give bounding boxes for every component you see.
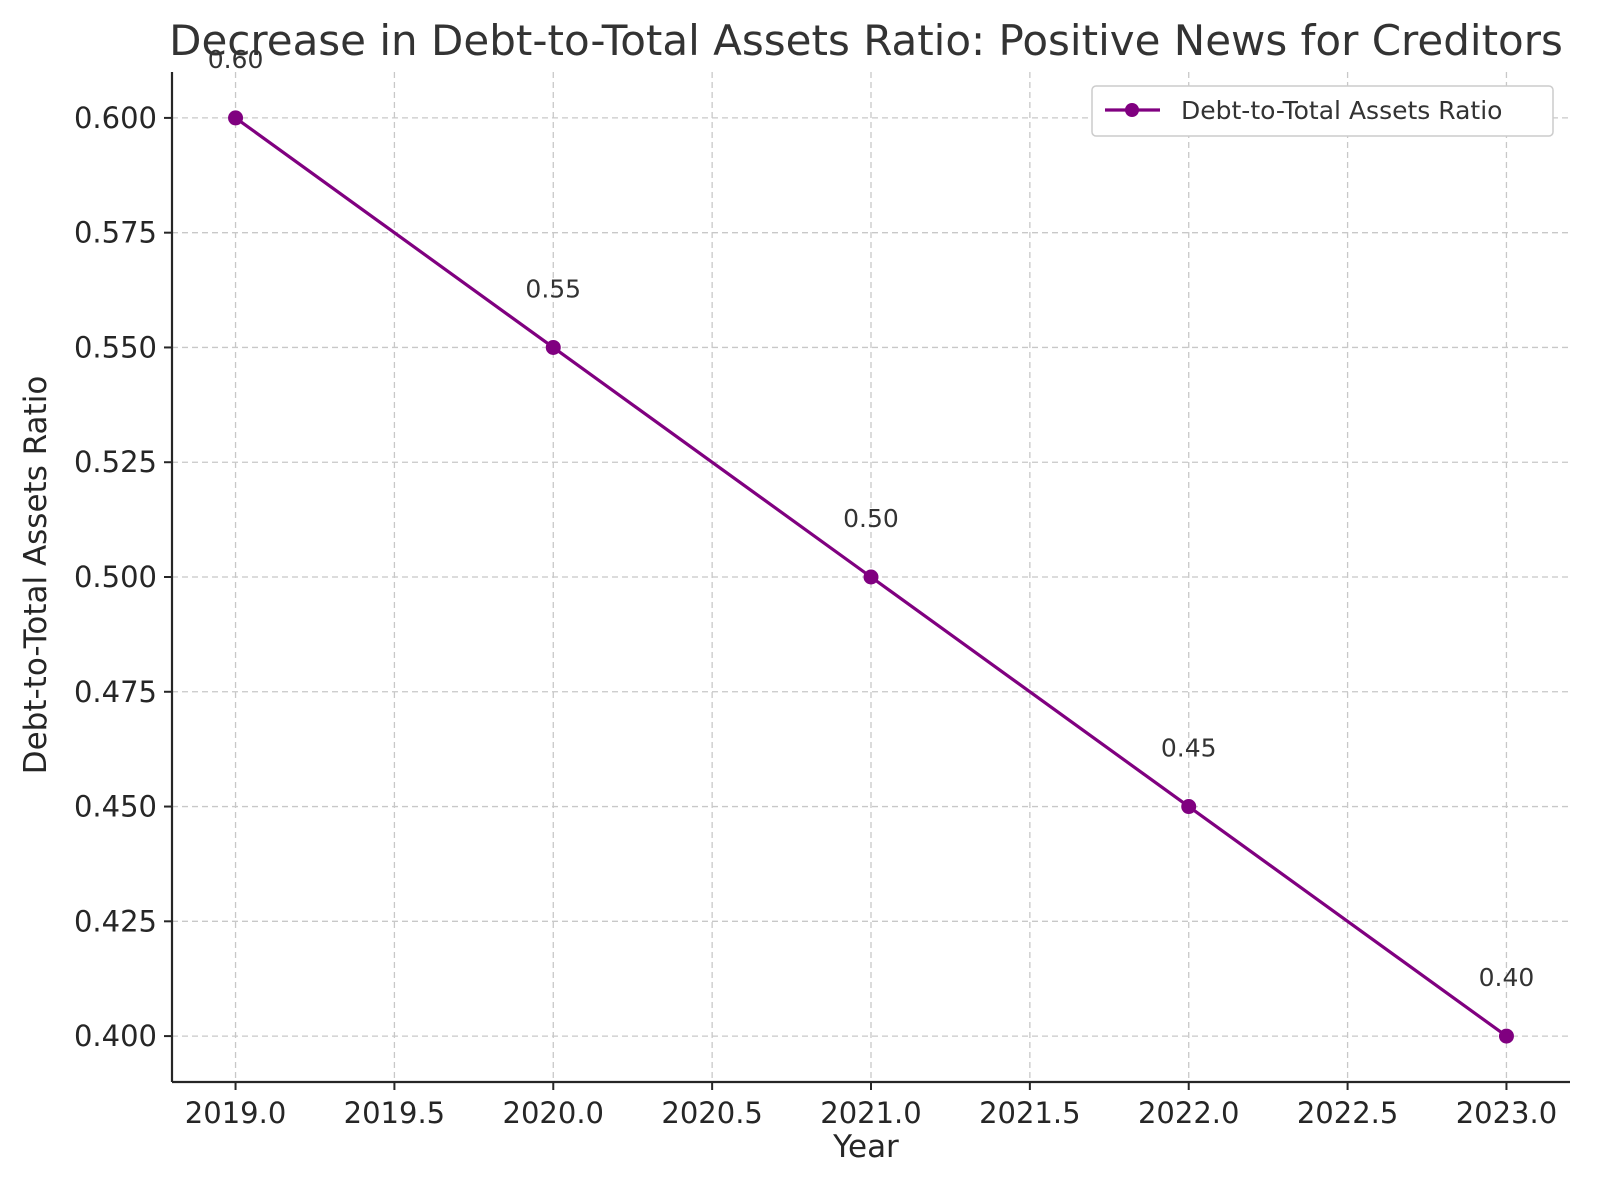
y-tick-label: 0.475 [74,675,157,709]
x-tick-label: 2021.5 [979,1096,1080,1130]
data-label: 0.40 [1479,963,1535,992]
y-tick-label: 0.600 [74,101,157,135]
data-label: 0.60 [208,45,264,74]
x-tick-label: 2020.0 [503,1096,604,1130]
x-tick-label: 2019.0 [185,1096,286,1130]
chart-title: Decrease in Debt-to-Total Assets Ratio: … [169,16,1563,65]
x-tick-label: 2022.0 [1138,1096,1239,1130]
y-tick-label: 0.575 [74,216,157,250]
x-axis-label: Year [832,1129,899,1165]
data-point-marker [1181,799,1197,815]
data-labels: 0.60 0.55 0.50 0.45 0.40 [208,45,1535,992]
y-tick-label: 0.425 [74,904,157,938]
data-point-marker [1498,1028,1514,1044]
y-tick-label: 0.550 [74,330,157,364]
x-tick-label: 2022.5 [1297,1096,1398,1130]
data-label: 0.50 [843,504,899,533]
data-point-marker [228,110,244,126]
axes: 2019.0 2019.5 2020.0 2020.5 2021.0 2021.5 2022… [74,72,1570,1130]
x-tick-label: 2019.5 [344,1096,445,1130]
data-point-marker [863,569,879,585]
grid [172,72,1570,1082]
y-tick-label: 0.400 [74,1019,157,1053]
legend: Debt-to-Total Assets Ratio [1091,85,1554,137]
data-point-marker [545,339,561,355]
series-layer [228,110,1514,1044]
x-tick-label: 2023.0 [1456,1096,1557,1130]
legend-marker-swatch [1125,103,1139,117]
y-tick-label: 0.500 [74,560,157,594]
x-tick-label: 2021.0 [820,1096,921,1130]
legend-box [1091,85,1554,137]
y-tick-label: 0.525 [74,445,157,479]
legend-entry-label: Debt-to-Total Assets Ratio [1181,96,1502,125]
data-label: 0.45 [1161,734,1217,763]
y-axis-label: Debt-to-Total Assets Ratio [18,376,54,775]
y-tick-label: 0.450 [74,790,157,824]
x-tick-label: 2020.5 [661,1096,762,1130]
data-label: 0.55 [525,274,581,303]
